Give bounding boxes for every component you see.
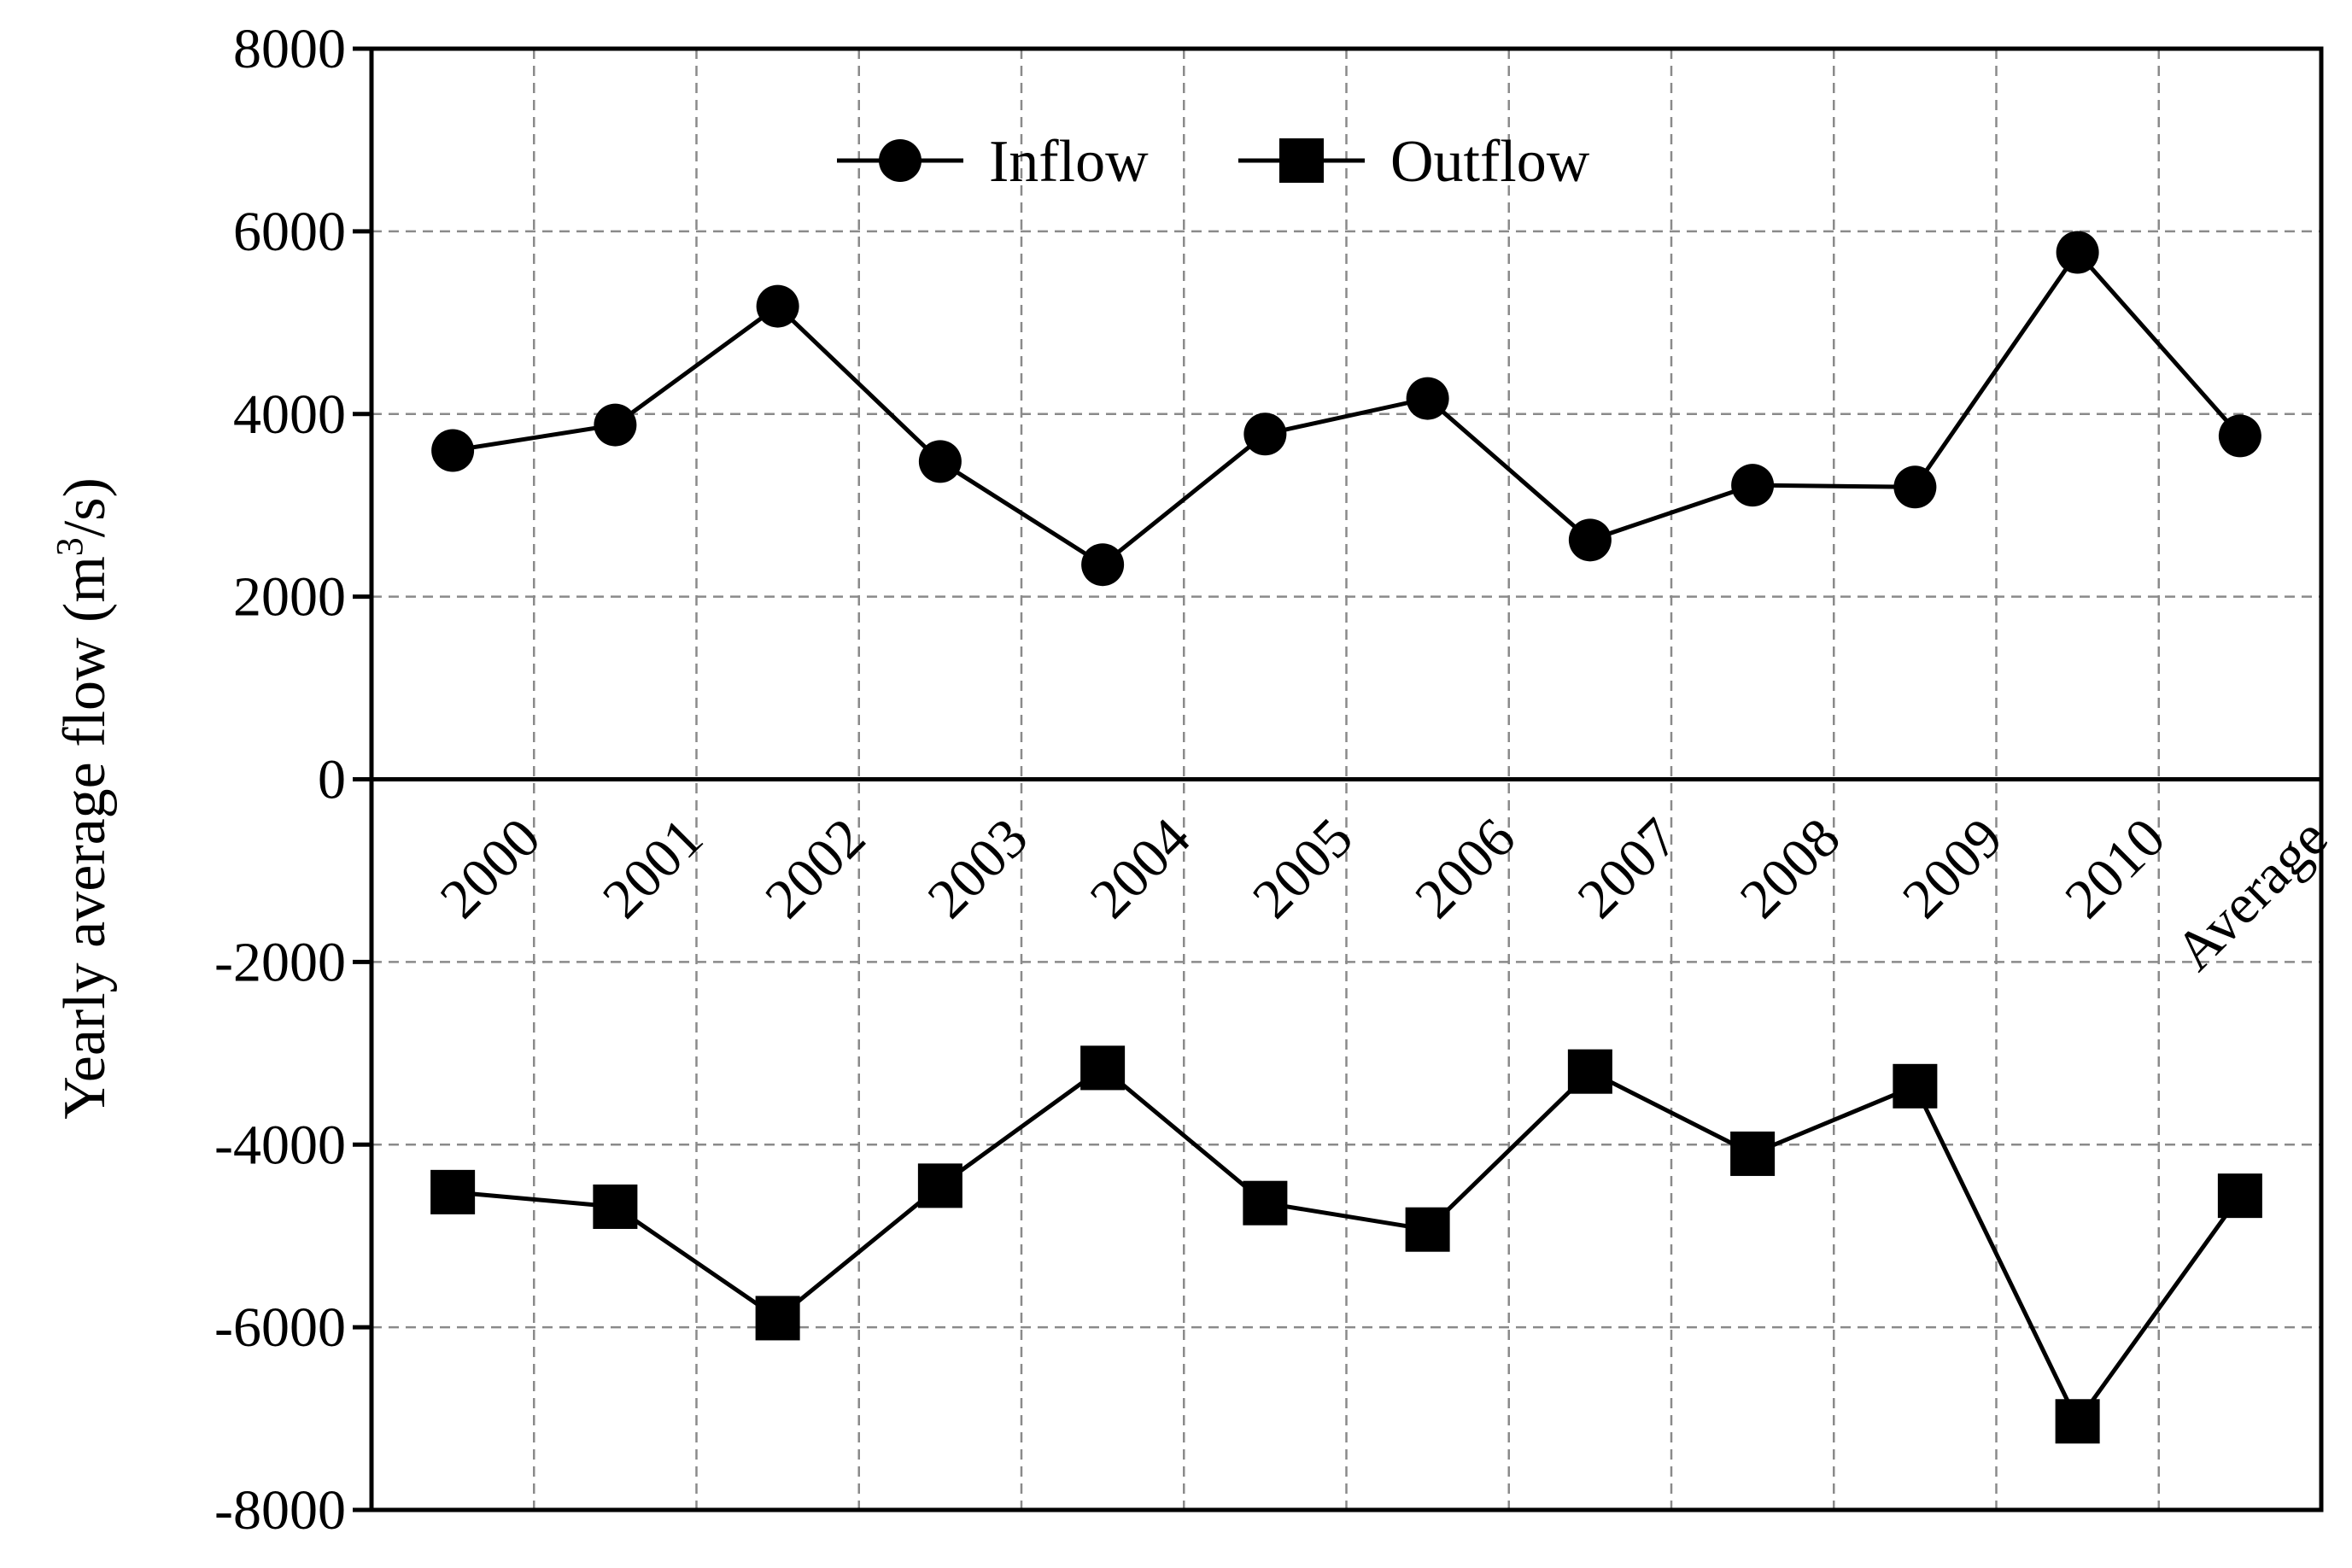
data-point bbox=[431, 429, 475, 472]
data-point bbox=[756, 284, 799, 328]
data-point bbox=[430, 1169, 476, 1214]
data-point bbox=[2056, 231, 2099, 274]
data-point bbox=[1243, 1180, 1288, 1226]
y-tick-label: 6000 bbox=[233, 201, 346, 263]
y-tick-label: 8000 bbox=[233, 18, 346, 80]
y-tick-label: -4000 bbox=[214, 1114, 346, 1176]
data-point bbox=[755, 1296, 800, 1341]
series-line bbox=[452, 249, 2242, 567]
data-point bbox=[1893, 1063, 1938, 1109]
data-point bbox=[918, 440, 962, 483]
data-point bbox=[1567, 1049, 1612, 1094]
legend-marker bbox=[879, 139, 921, 182]
legend-label: Outflow bbox=[1390, 129, 1590, 195]
data-point bbox=[1893, 465, 1937, 509]
data-point bbox=[1731, 464, 1775, 507]
data-point bbox=[1406, 377, 1449, 420]
y-tick-label: 2000 bbox=[233, 566, 346, 629]
data-point bbox=[1243, 412, 1287, 456]
data-point bbox=[1405, 1207, 1450, 1252]
data-point bbox=[594, 403, 637, 447]
legend-label: Inflow bbox=[989, 129, 1149, 195]
y-tick-label: -2000 bbox=[214, 931, 346, 993]
y-axis-label: Yearly average flow (m3/s) bbox=[49, 477, 118, 1120]
legend: Inflow Outflow bbox=[837, 129, 1590, 195]
legend-item-inflow: Inflow bbox=[837, 129, 1149, 195]
data-point bbox=[2055, 1399, 2100, 1444]
y-tick-label: -6000 bbox=[214, 1296, 346, 1359]
series-outflow bbox=[430, 1045, 2262, 1444]
category-label: Average bbox=[2163, 806, 2339, 982]
data-point bbox=[1080, 1045, 1126, 1091]
series-line bbox=[452, 1065, 2242, 1424]
y-tick-label: 4000 bbox=[233, 383, 346, 446]
y-tick-labels: 8000 6000 4000 2000 0 -2000 -4000 -6000 -8000 bbox=[214, 18, 346, 1542]
data-point bbox=[1730, 1131, 1776, 1176]
data-point bbox=[2218, 414, 2261, 458]
data-point bbox=[1081, 543, 1125, 587]
series-inflow bbox=[431, 231, 2261, 587]
data-point bbox=[1568, 518, 1612, 562]
category-labels: 2000 2001 2002 2003 2004 2005 2006 2007 2008 2009… bbox=[429, 806, 2340, 982]
data-point bbox=[917, 1163, 962, 1208]
legend-item-outflow: Outflow bbox=[1238, 129, 1590, 195]
grid-lines bbox=[372, 49, 2321, 1510]
series-layer bbox=[430, 231, 2262, 1444]
legend-marker bbox=[1279, 138, 1324, 183]
y-tick-label: 0 bbox=[318, 749, 346, 811]
data-point bbox=[593, 1184, 638, 1229]
axes bbox=[353, 46, 2324, 1512]
y-tick-label: -8000 bbox=[214, 1479, 346, 1542]
data-point bbox=[2217, 1173, 2262, 1219]
